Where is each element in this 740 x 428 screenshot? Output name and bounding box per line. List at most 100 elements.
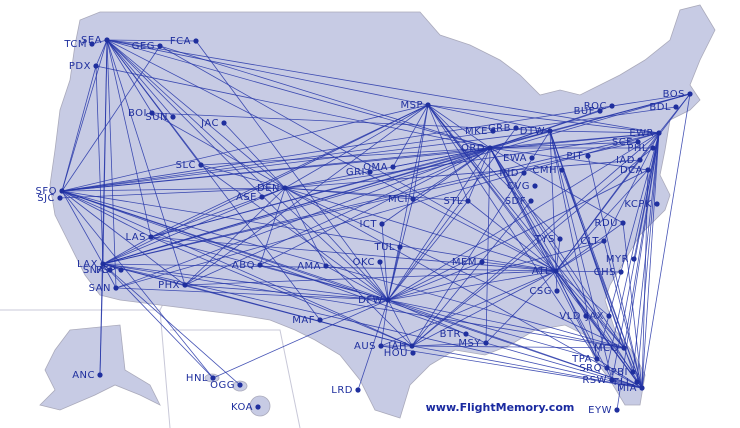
airport-dot bbox=[487, 145, 493, 151]
airport-dot bbox=[100, 261, 106, 267]
route bbox=[102, 236, 152, 265]
route bbox=[61, 190, 186, 286]
route bbox=[555, 270, 610, 317]
airport-dot bbox=[93, 63, 99, 69]
airport-dot bbox=[149, 110, 155, 116]
route bbox=[549, 130, 598, 360]
route bbox=[284, 187, 469, 202]
route bbox=[99, 263, 104, 376]
airport-dot bbox=[529, 155, 535, 161]
airport-label: BOS bbox=[663, 89, 685, 100]
route bbox=[95, 65, 491, 149]
airport-label: MKE bbox=[465, 126, 488, 137]
route bbox=[259, 264, 389, 301]
airport-label: CLT bbox=[580, 236, 599, 247]
routes bbox=[59, 39, 691, 411]
route bbox=[555, 270, 643, 389]
route bbox=[387, 240, 605, 301]
route bbox=[61, 190, 625, 349]
route bbox=[184, 284, 413, 347]
route bbox=[102, 132, 660, 265]
airport-dot bbox=[609, 377, 615, 383]
route bbox=[159, 45, 557, 272]
route bbox=[106, 39, 413, 347]
airport-dot bbox=[553, 268, 559, 274]
airport-dot bbox=[397, 244, 403, 250]
route bbox=[102, 263, 557, 272]
airport-label: JAC bbox=[200, 118, 219, 129]
route bbox=[381, 147, 491, 225]
airport-dot bbox=[157, 43, 163, 49]
route bbox=[555, 240, 605, 272]
airport-dot bbox=[656, 130, 662, 136]
airport-label: LAS bbox=[126, 232, 147, 243]
route bbox=[427, 104, 561, 240]
airport-dot bbox=[650, 145, 656, 151]
route bbox=[380, 299, 389, 347]
airport-dot bbox=[687, 91, 693, 97]
airport-label: BUF bbox=[574, 106, 595, 117]
airport-label: KCPK bbox=[624, 199, 652, 210]
airport-dot bbox=[631, 256, 637, 262]
route bbox=[387, 299, 487, 344]
land-usa bbox=[49, 4, 716, 419]
route bbox=[106, 39, 174, 118]
airport-dot bbox=[379, 221, 385, 227]
route bbox=[61, 104, 429, 192]
airport-dot bbox=[148, 234, 154, 240]
route bbox=[381, 223, 389, 301]
airport-label: ABQ bbox=[232, 260, 255, 271]
route bbox=[427, 104, 551, 132]
route bbox=[106, 39, 429, 106]
route bbox=[641, 93, 691, 389]
airport-dot bbox=[635, 139, 641, 145]
route bbox=[549, 93, 691, 132]
airport-label: LRD bbox=[331, 385, 353, 396]
route bbox=[61, 93, 691, 192]
route bbox=[150, 236, 557, 272]
airport-label: PDX bbox=[69, 61, 91, 72]
airport-dot bbox=[618, 269, 624, 275]
airport-dot bbox=[118, 267, 124, 273]
airport-label: MAF bbox=[292, 315, 315, 326]
airport-label: BDL bbox=[649, 102, 671, 113]
airport-label: ASE bbox=[236, 192, 257, 203]
airport-label: FCA bbox=[170, 36, 191, 47]
airport-dot bbox=[528, 198, 534, 204]
airport-dot bbox=[465, 198, 471, 204]
airport-label: TUL bbox=[374, 242, 396, 253]
airport-label: SJC bbox=[37, 193, 55, 204]
route bbox=[427, 104, 598, 360]
route bbox=[106, 39, 197, 42]
route bbox=[106, 39, 321, 321]
route bbox=[485, 342, 643, 389]
airport-dot bbox=[513, 125, 519, 131]
airport-dot bbox=[410, 350, 416, 356]
airport-dot bbox=[637, 157, 643, 163]
route bbox=[151, 112, 551, 132]
airport-label: CMH bbox=[532, 165, 557, 176]
route bbox=[59, 187, 286, 199]
airport-label: SLC bbox=[176, 160, 196, 171]
airport-label: OGG bbox=[210, 380, 235, 391]
airport-label: AMA bbox=[297, 261, 321, 272]
route bbox=[195, 40, 389, 301]
airport-dot bbox=[621, 345, 627, 351]
route bbox=[184, 284, 389, 301]
airport-dot bbox=[601, 238, 607, 244]
route bbox=[587, 155, 643, 389]
airport-dot bbox=[255, 404, 261, 410]
route bbox=[61, 39, 108, 192]
route bbox=[115, 287, 389, 301]
route bbox=[387, 132, 660, 301]
airport-dot bbox=[409, 343, 415, 349]
route bbox=[555, 270, 598, 360]
route bbox=[184, 187, 286, 286]
airport-dot bbox=[104, 37, 110, 43]
route bbox=[596, 358, 643, 389]
route bbox=[223, 122, 286, 189]
airport-label: SEA bbox=[81, 35, 102, 46]
airport-label: MEM bbox=[452, 257, 477, 268]
route bbox=[411, 345, 643, 389]
